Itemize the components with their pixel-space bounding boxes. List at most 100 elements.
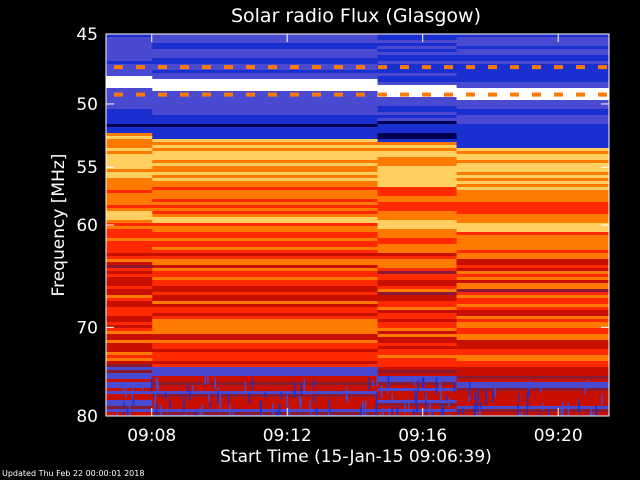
- heatmap-row-cell: [377, 400, 458, 404]
- heatmap-row-cell: [152, 385, 379, 389]
- noise-speckle: [404, 401, 406, 414]
- heatmap-row-cell: [456, 37, 609, 41]
- heatmap-row-cell: [106, 148, 153, 152]
- noise-speckle: [360, 405, 362, 416]
- heatmap-row-cell: [456, 343, 609, 347]
- heatmap-row-cell: [152, 199, 379, 203]
- noise-speckle: [150, 378, 153, 391]
- heatmap-row-cell: [377, 337, 458, 341]
- heatmap-row-cell: [377, 244, 458, 248]
- heatmap-row-cell: [456, 46, 609, 50]
- heatmap-row-cell: [377, 184, 458, 188]
- heatmap-row-cell: [152, 235, 379, 239]
- noise-speckle: [584, 388, 586, 395]
- heatmap-row-cell: [456, 259, 609, 263]
- heatmap-row-cell: [456, 130, 609, 134]
- noise-speckle: [422, 378, 424, 388]
- heatmap-row-cell: [377, 49, 458, 53]
- heatmap-row-cell: [377, 277, 458, 281]
- heatmap-row-cell: [152, 310, 379, 314]
- heatmap-row-cell: [106, 283, 153, 287]
- heatmap-row-cell: [456, 409, 609, 413]
- burst-pulse: [554, 65, 563, 70]
- heatmap-row-cell: [106, 292, 153, 296]
- noise-speckle: [375, 392, 378, 410]
- heatmap-row-cell: [152, 250, 379, 254]
- noise-speckle: [380, 385, 383, 398]
- heatmap-row-cell: [152, 337, 379, 341]
- heatmap-row-cell: [152, 406, 379, 410]
- heatmap-row-cell: [106, 175, 153, 179]
- heatmap-row-cell: [377, 280, 458, 284]
- heatmap-row-cell: [377, 322, 458, 326]
- heatmap-row-cell: [106, 364, 153, 368]
- heatmap-row-cell: [152, 382, 379, 386]
- heatmap-row-cell: [152, 265, 379, 269]
- burst-pulse: [114, 92, 123, 97]
- noise-speckle: [122, 382, 124, 395]
- noise-speckle: [309, 406, 312, 416]
- heatmap-row-cell: [377, 394, 458, 398]
- heatmap-row-cell: [377, 115, 458, 119]
- heatmap-row-cell: [152, 112, 379, 116]
- heatmap-row-cell: [106, 67, 153, 71]
- heatmap-row-cell: [456, 298, 609, 302]
- heatmap-row-cell: [456, 241, 609, 245]
- heatmap-row-cell: [377, 235, 458, 239]
- heatmap-row-cell: [377, 340, 458, 344]
- burst-pulse: [466, 65, 475, 70]
- heatmap-row-cell: [106, 241, 153, 245]
- burst-pulse: [400, 92, 409, 97]
- heatmap-row-cell: [106, 352, 153, 356]
- noise-speckle: [453, 381, 456, 393]
- heatmap-row-cell: [106, 208, 153, 212]
- heatmap-row-cell: [377, 142, 458, 146]
- heatmap-row-cell: [106, 43, 153, 47]
- heatmap-row-cell: [152, 292, 379, 296]
- noise-speckle: [192, 385, 194, 393]
- heatmap-row-cell: [377, 256, 458, 260]
- heatmap-row-cell: [106, 166, 153, 170]
- heatmap-row-cell: [106, 196, 153, 200]
- heatmap-row-cell: [152, 334, 379, 338]
- heatmap-row-cell: [152, 322, 379, 326]
- heatmap-row-cell: [106, 202, 153, 206]
- heatmap-row-cell: [152, 238, 379, 242]
- heatmap-row-cell: [377, 76, 458, 80]
- y-axis-label: Frequency [MHz]: [49, 154, 69, 297]
- noise-speckle: [123, 402, 125, 410]
- heatmap-row-cell: [106, 178, 153, 182]
- heatmap-row-cell: [106, 382, 153, 386]
- heatmap-row-cell: [377, 58, 458, 62]
- heatmap-row-cell: [456, 157, 609, 161]
- heatmap-row-cell: [377, 289, 458, 293]
- burst-pulse: [444, 65, 453, 70]
- heatmap-row-cell: [152, 388, 379, 392]
- noise-speckle: [286, 394, 288, 408]
- heatmap-row-cell: [152, 166, 379, 170]
- heatmap-row-cell: [377, 112, 458, 116]
- heatmap-row-cell: [456, 289, 609, 293]
- heatmap-row-cell: [106, 76, 153, 80]
- noise-speckle: [169, 399, 171, 409]
- heatmap-row-cell: [106, 349, 153, 353]
- heatmap-row-cell: [106, 316, 153, 320]
- heatmap-row-cell: [456, 193, 609, 197]
- heatmap-row-cell: [377, 364, 458, 368]
- heatmap-row-cell: [456, 163, 609, 167]
- heatmap-row-cell: [106, 154, 153, 158]
- noise-speckle: [207, 376, 209, 383]
- heatmap-row-cell: [456, 103, 609, 107]
- heatmap-row-cell: [152, 319, 379, 323]
- heatmap-row-cell: [456, 250, 609, 254]
- heatmap-row-cell: [456, 247, 609, 251]
- heatmap-row-cell: [106, 184, 153, 188]
- noise-speckle: [219, 394, 222, 413]
- heatmap-cells: [106, 34, 609, 416]
- noise-speckle: [397, 413, 399, 416]
- heatmap-row-cell: [377, 136, 458, 140]
- heatmap-row-cell: [456, 73, 609, 77]
- heatmap-row-cell: [106, 142, 153, 146]
- heatmap-row-cell: [106, 139, 153, 143]
- heatmap-row-cell: [456, 355, 609, 359]
